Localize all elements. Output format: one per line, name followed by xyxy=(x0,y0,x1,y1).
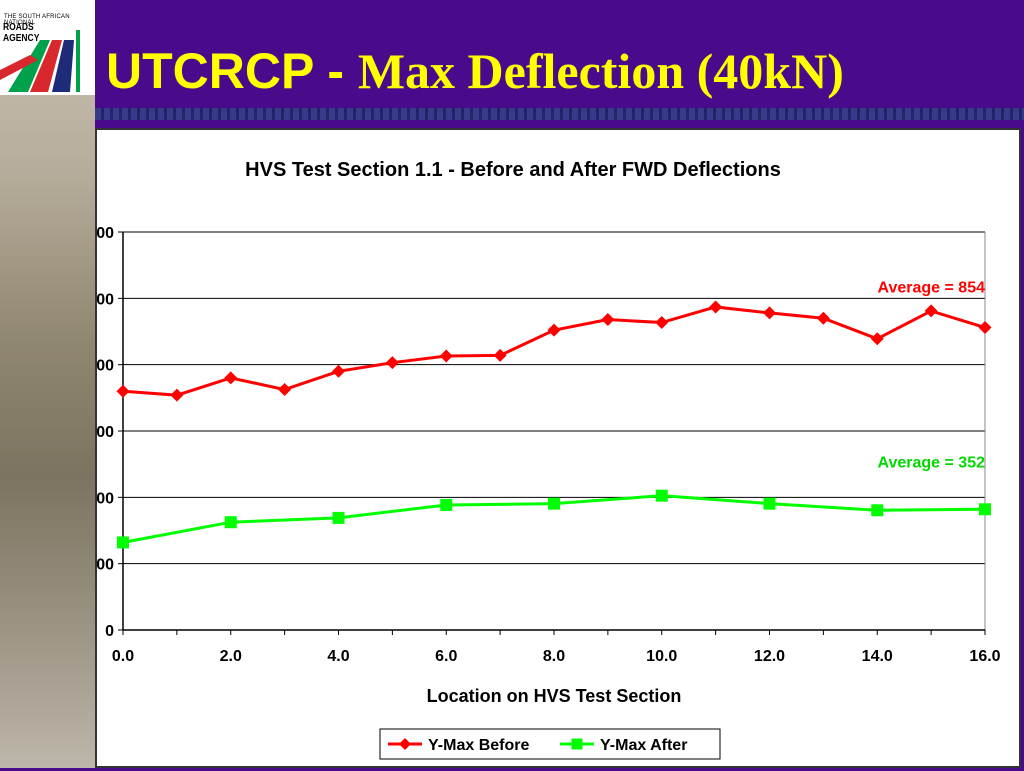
y-tick-label: 800 xyxy=(97,358,114,375)
x-tick-label: 0.0 xyxy=(112,648,134,665)
series-layer xyxy=(116,300,992,549)
data-point xyxy=(440,498,453,511)
data-point xyxy=(763,306,776,320)
title-main: UTCRCP - xyxy=(106,43,358,99)
data-point xyxy=(871,504,884,517)
x-tick-label: 2.0 xyxy=(220,648,242,665)
y-tick-label: 0 xyxy=(105,623,114,640)
legend: Y-Max Before Y-Max After xyxy=(379,728,721,760)
data-point xyxy=(332,364,345,378)
y-tick-label: 600 xyxy=(97,424,114,441)
data-point xyxy=(655,489,668,502)
chart-panel: HVS Test Section 1.1 - Before and After … xyxy=(25,128,1021,768)
annotations: Average = 854 Average = 352 xyxy=(878,279,986,471)
data-point xyxy=(548,497,560,510)
data-point xyxy=(278,383,292,397)
x-tick-label: 6.0 xyxy=(435,648,457,665)
data-point xyxy=(117,536,129,549)
logo-name-text: ROADS AGENCY xyxy=(3,22,40,44)
x-tick-label: 10.0 xyxy=(646,648,677,665)
data-point xyxy=(816,311,830,325)
data-point xyxy=(979,503,991,516)
series-after xyxy=(117,489,991,549)
legend-marker xyxy=(399,738,411,750)
x-tick-label: 8.0 xyxy=(543,648,565,665)
data-point xyxy=(924,304,938,318)
sanral-logo: THE SOUTH AFRICAN NATIONAL ROADS AGENCY xyxy=(0,0,95,95)
grid-lines xyxy=(123,231,986,630)
y-tick-label: 200 xyxy=(97,557,114,574)
data-point xyxy=(763,497,776,510)
data-point xyxy=(439,349,453,363)
legend-label: Y-Max Before xyxy=(428,737,529,754)
data-point xyxy=(601,313,615,327)
chart-title: HVS Test Section 1.1 - Before and After … xyxy=(245,159,781,181)
left-photo-strip xyxy=(0,0,95,768)
legend-box xyxy=(379,728,721,760)
data-point xyxy=(493,348,507,362)
data-point xyxy=(870,332,884,346)
y-tick-label: 1200 xyxy=(97,225,114,242)
x-tick-label: 14.0 xyxy=(862,648,893,665)
axes: 0 200 400 600 800 1000 1200 0.0 2.0 4.0 6.0 8.0 10.0… xyxy=(78,225,1000,665)
series-line xyxy=(122,305,986,397)
data-point xyxy=(978,321,992,335)
data-point xyxy=(709,300,723,314)
data-point xyxy=(547,323,561,337)
title-underline-bar xyxy=(95,108,1024,120)
slide-title: UTCRCP - Max Deflection (40kN) xyxy=(106,42,844,100)
data-point xyxy=(224,516,237,529)
logo-emblem xyxy=(0,30,80,92)
deflection-chart: HVS Test Section 1.1 - Before and After … xyxy=(25,159,1001,760)
y-tick-label: 400 xyxy=(97,490,114,507)
data-point xyxy=(332,511,345,524)
average-annotation: Average = 352 xyxy=(878,454,986,471)
x-tick-label: 12.0 xyxy=(754,648,785,665)
data-point xyxy=(116,384,130,398)
x-tick-label: 16.0 xyxy=(969,648,1000,665)
data-point xyxy=(385,356,399,370)
y-tick-label: 1000 xyxy=(97,291,114,308)
x-axis-label: Location on HVS Test Section xyxy=(427,686,682,706)
logo-org-text: THE SOUTH AFRICAN NATIONAL xyxy=(4,14,70,26)
average-annotation: Average = 854 xyxy=(878,279,986,296)
title-sub: Max Deflection (40kN) xyxy=(357,43,844,99)
data-point xyxy=(655,316,669,330)
data-point xyxy=(224,371,238,385)
legend-label: Y-Max After xyxy=(600,737,687,754)
series-before xyxy=(116,300,992,402)
x-tick-label: 4.0 xyxy=(327,648,349,665)
legend-marker xyxy=(571,738,583,750)
data-point xyxy=(170,388,184,402)
